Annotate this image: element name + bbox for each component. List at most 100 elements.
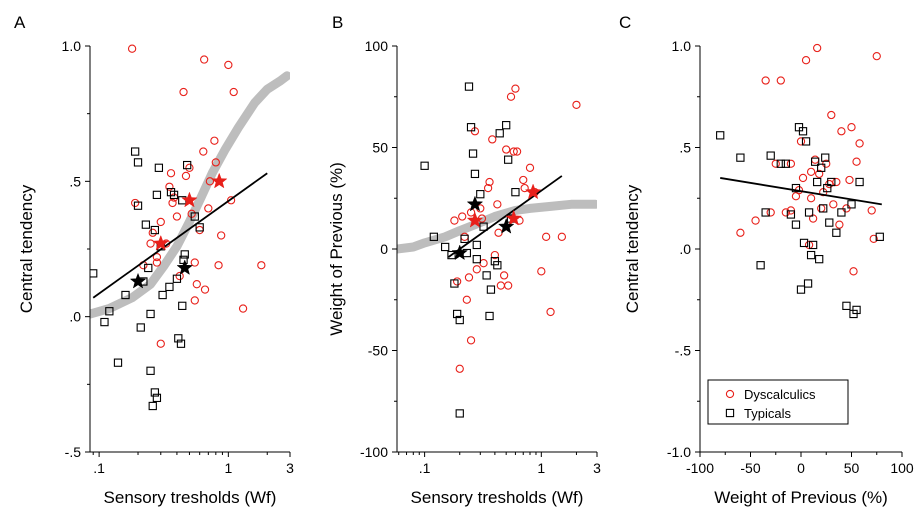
dyscalculic-point bbox=[751, 216, 760, 225]
dyscalculic-point bbox=[829, 200, 838, 209]
plot-area bbox=[397, 82, 597, 418]
dyscalculic-point bbox=[546, 307, 555, 317]
dyscalculic-point bbox=[855, 139, 864, 148]
y-tick-label: -50 bbox=[368, 343, 388, 359]
typical-point bbox=[447, 250, 456, 260]
dyscalculic-point bbox=[257, 261, 266, 270]
typical-point bbox=[169, 190, 179, 200]
regression-line bbox=[720, 177, 882, 206]
typical-point bbox=[180, 250, 189, 259]
typical-point bbox=[791, 220, 801, 229]
dyscalculic-point bbox=[455, 364, 464, 373]
typical-point bbox=[810, 157, 820, 166]
dyscalculic-point bbox=[466, 336, 476, 345]
typical-point bbox=[152, 393, 162, 403]
typical-point bbox=[90, 269, 98, 278]
dyscalculic-point bbox=[499, 271, 509, 280]
typical-point bbox=[837, 208, 846, 217]
dyscalculic-point bbox=[185, 163, 194, 172]
dyscalculic-point bbox=[190, 258, 199, 267]
dyscalculic-point bbox=[152, 258, 162, 267]
dyscalculic-point bbox=[832, 177, 841, 187]
typical-point bbox=[121, 290, 130, 300]
x-axis-label: Sensory tresholds (Wf) bbox=[411, 488, 584, 507]
dyscalculic-point bbox=[496, 281, 505, 290]
dyscalculic-point bbox=[815, 169, 824, 179]
typical-point bbox=[855, 177, 864, 187]
typical-point bbox=[148, 401, 157, 411]
y-tick-label: 1.0 bbox=[672, 38, 692, 54]
typical-point bbox=[464, 82, 474, 91]
typical-point bbox=[146, 366, 155, 375]
typical-point bbox=[472, 240, 481, 250]
dyscalculic-point bbox=[148, 228, 157, 237]
dyscalculic-point bbox=[806, 194, 816, 203]
mean-star-marker bbox=[152, 234, 170, 251]
x-tick-label: .1 bbox=[93, 460, 105, 476]
dyscalculic-point bbox=[572, 100, 581, 110]
typical-point bbox=[158, 290, 167, 300]
panel-b: B -100 -50 0 50 100 .1 1 3 Sensory tresholds (Wf)… bbox=[327, 13, 601, 507]
dyscalculic-point bbox=[224, 60, 233, 70]
y-axis-label: Central tendency bbox=[623, 184, 642, 313]
x-tick-label: 3 bbox=[286, 460, 294, 476]
dyscalculic-point bbox=[511, 84, 520, 93]
series-dyscalculics bbox=[450, 84, 581, 373]
dyscalculic-point bbox=[458, 212, 467, 221]
x-tick-label: -100 bbox=[686, 460, 714, 476]
typical-point bbox=[141, 220, 151, 229]
typical-point bbox=[468, 149, 478, 158]
mean-star-marker bbox=[210, 172, 228, 189]
x-tick-label: 3 bbox=[593, 460, 601, 476]
typical-point bbox=[832, 228, 841, 237]
typical-point bbox=[786, 210, 796, 219]
dyscalculic-point bbox=[460, 232, 469, 241]
series-typicals-mean bbox=[451, 195, 515, 261]
series-typicals-mean bbox=[129, 259, 194, 289]
mean-star-marker bbox=[524, 183, 542, 200]
typical-point bbox=[791, 183, 801, 193]
dyscalculic-point bbox=[156, 217, 165, 227]
typical-point bbox=[150, 225, 160, 235]
model-curve bbox=[90, 71, 290, 319]
typical-point bbox=[482, 271, 491, 280]
typical-point bbox=[799, 238, 809, 248]
panel-label: A bbox=[14, 13, 26, 32]
dyscalculic-point bbox=[195, 225, 204, 235]
regression-line bbox=[447, 175, 563, 258]
x-axis-label: Sensory tresholds (Wf) bbox=[104, 488, 277, 507]
series-typicals bbox=[90, 147, 204, 411]
dyscalculic-point bbox=[771, 159, 780, 168]
dyscalculic-point bbox=[479, 259, 488, 268]
dyscalculic-point bbox=[214, 261, 223, 270]
dyscalculic-point bbox=[226, 196, 236, 205]
x-tick-label: 1 bbox=[537, 460, 545, 476]
series-dyscalculics bbox=[736, 43, 881, 276]
dyscalculic-point bbox=[813, 43, 822, 53]
dyscalculic-point bbox=[847, 123, 856, 132]
dyscalculic-point bbox=[835, 220, 844, 229]
dyscalculic-point bbox=[796, 137, 806, 146]
y-tick-label: .0 bbox=[679, 241, 691, 257]
typical-point bbox=[146, 309, 155, 319]
typical-point bbox=[847, 200, 856, 209]
dyscalculic-point bbox=[506, 92, 516, 101]
typical-point bbox=[452, 309, 462, 319]
dyscalculic-point bbox=[801, 56, 811, 65]
panel-a: A -.5 .0 .5 1.0 .1 1 3 Sensory tresholds (Wf) Cen… bbox=[14, 13, 294, 507]
dyscalculic-point bbox=[494, 228, 503, 237]
typical-point bbox=[476, 190, 485, 199]
series-dyscalculics bbox=[127, 44, 266, 348]
typical-point bbox=[761, 208, 770, 217]
legend-label: Typicals bbox=[744, 406, 791, 421]
dyscalculic-point bbox=[845, 175, 854, 185]
typical-point bbox=[420, 161, 429, 170]
typical-point bbox=[470, 169, 480, 179]
typical-point bbox=[852, 305, 861, 315]
dyscalculic-point bbox=[192, 280, 201, 289]
legend-label: Dyscalculics bbox=[744, 387, 816, 402]
dyscalculic-point bbox=[472, 265, 481, 274]
typical-point bbox=[495, 129, 504, 138]
dyscalculic-point bbox=[852, 157, 861, 166]
